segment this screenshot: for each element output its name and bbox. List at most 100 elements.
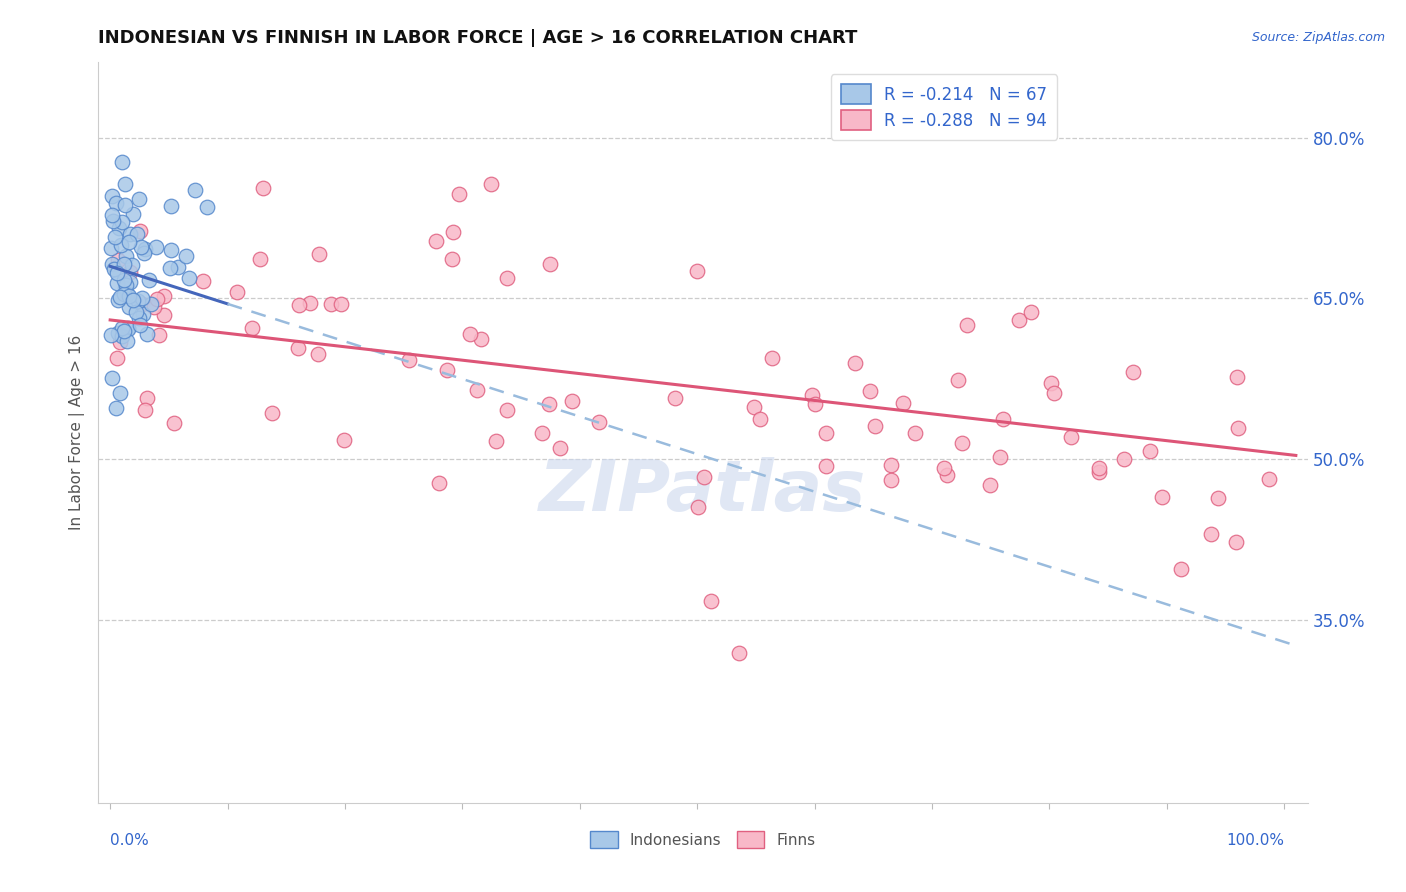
Point bbox=[700, 593, 723, 607]
Point bbox=[588, 415, 610, 429]
Point bbox=[115, 334, 138, 349]
Point bbox=[107, 253, 129, 268]
Point bbox=[880, 473, 903, 487]
Point bbox=[1208, 491, 1230, 505]
Point bbox=[114, 280, 136, 294]
Point bbox=[101, 371, 124, 385]
Point bbox=[101, 257, 124, 271]
Point bbox=[537, 397, 560, 411]
Point bbox=[744, 401, 766, 415]
Point bbox=[159, 261, 181, 276]
Point bbox=[398, 352, 420, 367]
Point bbox=[134, 243, 156, 257]
Point bbox=[105, 277, 128, 291]
Point bbox=[143, 301, 166, 315]
Point bbox=[145, 240, 167, 254]
Point bbox=[1150, 490, 1173, 504]
Y-axis label: In Labor Force | Age > 16: In Labor Force | Age > 16 bbox=[69, 335, 84, 530]
Point bbox=[815, 425, 838, 440]
Point bbox=[946, 373, 969, 387]
Point bbox=[174, 249, 197, 263]
Point bbox=[429, 475, 451, 490]
Text: 0.0%: 0.0% bbox=[110, 833, 149, 848]
Point bbox=[112, 273, 135, 287]
Point bbox=[177, 271, 200, 285]
Point bbox=[287, 341, 309, 355]
Point bbox=[193, 274, 215, 288]
Point bbox=[458, 327, 481, 342]
Point bbox=[131, 291, 153, 305]
Point bbox=[111, 321, 134, 335]
Point bbox=[128, 224, 150, 238]
Point bbox=[260, 406, 283, 420]
Point bbox=[288, 298, 311, 312]
Point bbox=[111, 155, 134, 169]
Legend: Indonesians, Finns: Indonesians, Finns bbox=[583, 824, 823, 855]
Point bbox=[249, 252, 271, 266]
Point bbox=[101, 189, 124, 203]
Point bbox=[122, 206, 145, 220]
Point bbox=[114, 278, 136, 293]
Point bbox=[114, 178, 136, 192]
Point bbox=[904, 425, 927, 440]
Point bbox=[118, 264, 141, 278]
Point bbox=[110, 237, 132, 252]
Point bbox=[538, 257, 561, 271]
Point bbox=[865, 419, 887, 434]
Point bbox=[112, 257, 135, 271]
Point bbox=[145, 292, 167, 306]
Point bbox=[108, 290, 131, 304]
Point bbox=[103, 261, 125, 276]
Point bbox=[950, 436, 973, 450]
Point bbox=[728, 646, 751, 660]
Point bbox=[1122, 365, 1144, 379]
Point bbox=[153, 288, 176, 302]
Point bbox=[440, 252, 463, 267]
Text: 100.0%: 100.0% bbox=[1226, 833, 1284, 848]
Point bbox=[470, 332, 492, 346]
Point bbox=[132, 307, 155, 321]
Point bbox=[1226, 369, 1249, 384]
Point bbox=[496, 271, 519, 285]
Point bbox=[120, 227, 142, 242]
Point bbox=[141, 296, 163, 310]
Point bbox=[105, 401, 128, 415]
Point bbox=[108, 385, 131, 400]
Point bbox=[225, 285, 247, 300]
Point bbox=[184, 183, 207, 197]
Point bbox=[1258, 472, 1281, 486]
Point bbox=[128, 192, 150, 206]
Point bbox=[138, 273, 160, 287]
Point bbox=[117, 321, 139, 335]
Point bbox=[859, 384, 882, 398]
Point bbox=[1139, 443, 1161, 458]
Point bbox=[496, 402, 519, 417]
Point bbox=[105, 266, 128, 280]
Point bbox=[127, 293, 149, 308]
Point bbox=[425, 234, 447, 248]
Point bbox=[956, 318, 979, 332]
Point bbox=[112, 286, 135, 301]
Point bbox=[321, 297, 343, 311]
Point bbox=[160, 199, 183, 213]
Point bbox=[485, 434, 508, 448]
Point bbox=[117, 287, 139, 301]
Point bbox=[134, 246, 156, 260]
Point bbox=[693, 469, 716, 483]
Point bbox=[136, 326, 159, 341]
Text: INDONESIAN VS FINNISH IN LABOR FORCE | AGE > 16 CORRELATION CHART: INDONESIAN VS FINNISH IN LABOR FORCE | A… bbox=[98, 29, 858, 47]
Point bbox=[101, 214, 124, 228]
Point bbox=[844, 356, 866, 370]
Point bbox=[800, 387, 823, 401]
Point bbox=[114, 197, 136, 211]
Point bbox=[118, 301, 141, 315]
Point bbox=[134, 403, 156, 417]
Point bbox=[167, 260, 190, 274]
Text: Source: ZipAtlas.com: Source: ZipAtlas.com bbox=[1251, 31, 1385, 45]
Point bbox=[891, 395, 914, 409]
Point bbox=[136, 391, 159, 405]
Point bbox=[104, 230, 127, 244]
Point bbox=[160, 243, 183, 257]
Point bbox=[107, 326, 129, 341]
Point bbox=[333, 433, 356, 447]
